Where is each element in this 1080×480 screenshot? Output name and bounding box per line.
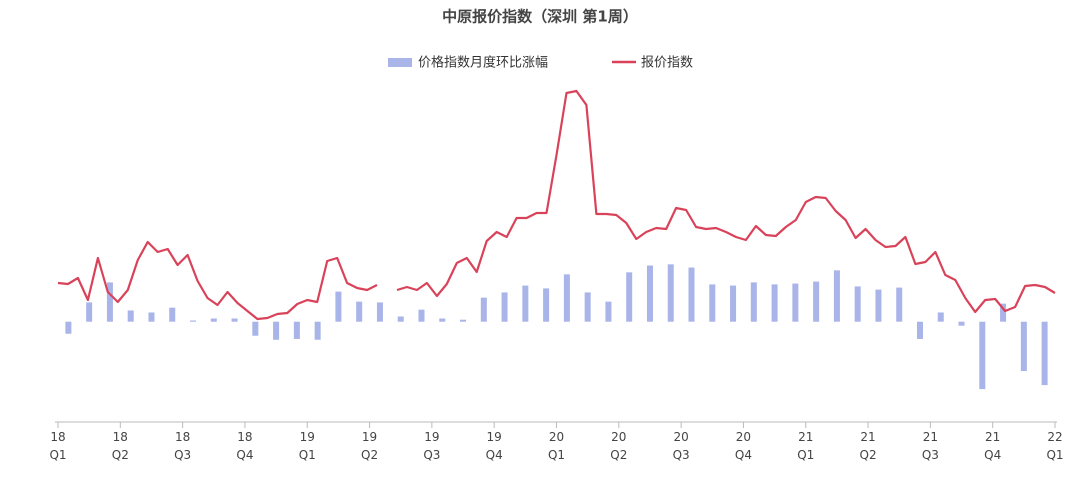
bar xyxy=(356,301,363,322)
bar xyxy=(792,283,799,322)
bar xyxy=(688,267,695,322)
x-tick-label: 18 Q4 xyxy=(236,430,254,462)
x-tick-label: 21 Q3 xyxy=(921,430,939,462)
bar xyxy=(335,291,342,322)
bar xyxy=(979,321,986,390)
line xyxy=(57,89,1056,321)
bar xyxy=(543,288,550,322)
bar xyxy=(813,281,820,322)
bar xyxy=(605,301,612,322)
x-tick-label: 19 Q4 xyxy=(485,430,503,462)
bar xyxy=(231,318,238,322)
x-tick-label: 21 Q2 xyxy=(859,430,877,462)
x-tick-label: 20 Q1 xyxy=(547,430,566,462)
bar xyxy=(148,312,155,322)
bar xyxy=(127,310,134,322)
bar xyxy=(937,312,944,322)
x-tick-label: 20 Q4 xyxy=(734,430,752,462)
bar xyxy=(522,285,529,322)
bar xyxy=(86,302,93,322)
bar xyxy=(106,282,113,322)
bar xyxy=(771,284,778,322)
bar xyxy=(854,286,861,322)
bar xyxy=(273,321,280,340)
x-tick-label: 18 Q2 xyxy=(111,430,129,462)
bar xyxy=(1041,321,1048,386)
x-tick-label: 20 Q3 xyxy=(672,430,690,462)
bar xyxy=(480,297,487,322)
x-tick-label: 22 Q1 xyxy=(1046,430,1064,462)
x-tick-label: 21 Q1 xyxy=(797,430,815,462)
chart-title: 中原报价指数（深圳 第1周） xyxy=(442,8,638,26)
x-tick-label: 20 Q2 xyxy=(610,430,628,462)
bar xyxy=(210,318,217,322)
bar xyxy=(750,282,757,322)
bar xyxy=(916,321,923,339)
bar xyxy=(646,265,653,322)
bar xyxy=(1020,321,1027,372)
bar xyxy=(460,319,467,322)
bar xyxy=(875,289,882,322)
bar xyxy=(896,287,903,322)
bar xyxy=(314,321,321,340)
legend-label: 价格指数月度环比涨幅 xyxy=(418,55,548,71)
x-tick-label: 18 Q3 xyxy=(174,430,192,462)
bar xyxy=(1000,303,1007,322)
bar xyxy=(418,309,425,322)
bar xyxy=(730,285,737,322)
x-tick-label: 19 Q3 xyxy=(423,430,441,462)
x-tick-label: 19 Q1 xyxy=(298,430,316,462)
bar xyxy=(439,318,446,322)
bar xyxy=(190,320,197,322)
bar xyxy=(563,274,570,322)
bar xyxy=(252,321,259,336)
bar xyxy=(397,316,404,322)
bar xyxy=(65,321,72,334)
x-tick-label: 18 Q1 xyxy=(49,430,67,462)
x-tick-label: 21 Q4 xyxy=(984,430,1002,462)
bar xyxy=(584,292,591,322)
bar xyxy=(667,264,674,322)
bar xyxy=(501,292,508,322)
bar xyxy=(376,302,383,322)
legend-swatch-bar xyxy=(388,58,412,67)
bar xyxy=(293,321,300,339)
bar xyxy=(709,284,716,322)
bar xyxy=(169,307,176,322)
bar xyxy=(833,270,840,322)
legend-label: 报价指数 xyxy=(641,56,693,71)
x-tick-label: 19 Q2 xyxy=(361,430,379,462)
bar xyxy=(626,272,633,322)
bar xyxy=(958,321,965,326)
